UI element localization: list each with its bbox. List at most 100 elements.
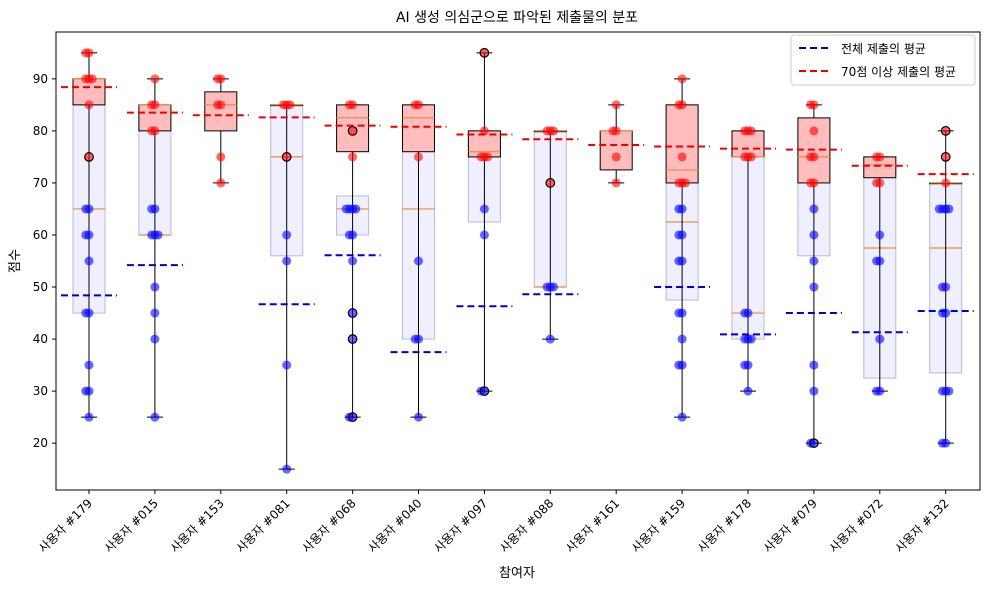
outlier-marker [545,178,556,188]
score-point [216,178,226,188]
score-point [282,360,292,370]
score-point [944,386,954,396]
score-point [81,48,91,58]
legend: 전체 제출의 평균 70점 이상 제출의 평균 [790,34,976,86]
score-point [414,412,423,422]
score-point [740,126,750,136]
score-point [351,204,361,214]
score-point [740,334,750,344]
score-point [150,412,160,422]
score-point [344,230,354,240]
x-tick-label: 사용자 #159 [629,496,688,555]
score-point [282,464,292,474]
score-point [677,334,687,344]
score-point [875,334,885,344]
score-point [282,152,292,162]
score-point [746,126,756,136]
score-point [674,178,684,188]
x-tick-label: 사용자 #161 [563,496,622,555]
x-tick-label: 사용자 #079 [761,496,820,555]
score-point [150,282,160,292]
x-tick-label: 사용자 #072 [827,496,886,555]
y-axis-label: 점수 [8,249,23,273]
x-tick-label: 사용자 #081 [233,496,292,555]
score-point [872,152,882,162]
outlier-marker [347,334,358,344]
y-tick-label: 50 [33,280,48,294]
score-point [216,152,226,162]
score-point [84,412,94,422]
score-point [549,126,558,136]
score-point [81,230,91,240]
score-point [809,282,819,292]
score-point [743,386,753,396]
x-axis-label: 참여자 [499,566,535,581]
score-point [147,100,157,110]
score-point [147,230,157,240]
outlier-marker [940,152,951,162]
score-point [674,308,684,318]
score-point [542,282,552,292]
score-point [476,386,486,396]
y-tick-label: 20 [33,436,48,450]
score-point [674,204,684,214]
high-score-box [665,104,699,184]
high-score-box [204,91,238,132]
score-point [84,256,94,266]
score-point [81,386,91,396]
score-point [414,256,423,266]
score-point [809,230,819,240]
score-point [680,178,690,188]
score-point [806,152,816,162]
score-point [677,412,687,422]
score-point [410,334,420,344]
x-tick-label: 사용자 #088 [497,496,556,555]
score-point [674,360,684,370]
score-point [285,100,295,110]
score-point [809,204,819,214]
x-tick-label: 사용자 #153 [168,496,227,555]
score-point [410,100,420,110]
y-axis: 20 30 40 50 60 70 80 90 [33,72,56,450]
score-point [677,74,687,84]
score-point [740,152,750,162]
score-point [608,126,618,136]
score-point [941,178,951,188]
score-point [87,74,97,84]
score-point [147,126,157,136]
score-point [611,178,621,188]
outlier-marker [940,125,951,136]
score-point [84,360,94,370]
score-point [84,152,94,162]
score-point [677,152,687,162]
score-point [806,438,816,448]
score-point [875,230,885,240]
score-point [81,308,91,318]
y-tick-label: 80 [33,124,48,138]
plot-frame [55,31,981,491]
score-point [674,100,684,110]
score-point [740,360,750,370]
score-point [344,100,354,110]
score-point [674,256,684,266]
x-axis: 사용자 #179 사용자 #015 사용자 #153 사용자 #081 사용자 #068… [36,490,952,556]
score-point [348,308,358,318]
score-point [545,178,555,188]
score-point [147,204,157,214]
score-point [348,256,358,266]
score-point [150,308,160,318]
score-point [549,282,558,292]
score-point [941,126,951,136]
score-point [611,152,621,162]
score-point [479,230,489,240]
x-tick-label: 사용자 #040 [365,496,424,555]
outlier-marker [809,438,819,449]
score-point [153,230,163,240]
x-tick-label: 사용자 #015 [102,496,161,555]
score-point [872,178,882,188]
high-score-box [402,104,435,153]
y-tick-label: 70 [33,176,48,190]
score-point [282,230,292,240]
outlier-marker [479,47,490,58]
